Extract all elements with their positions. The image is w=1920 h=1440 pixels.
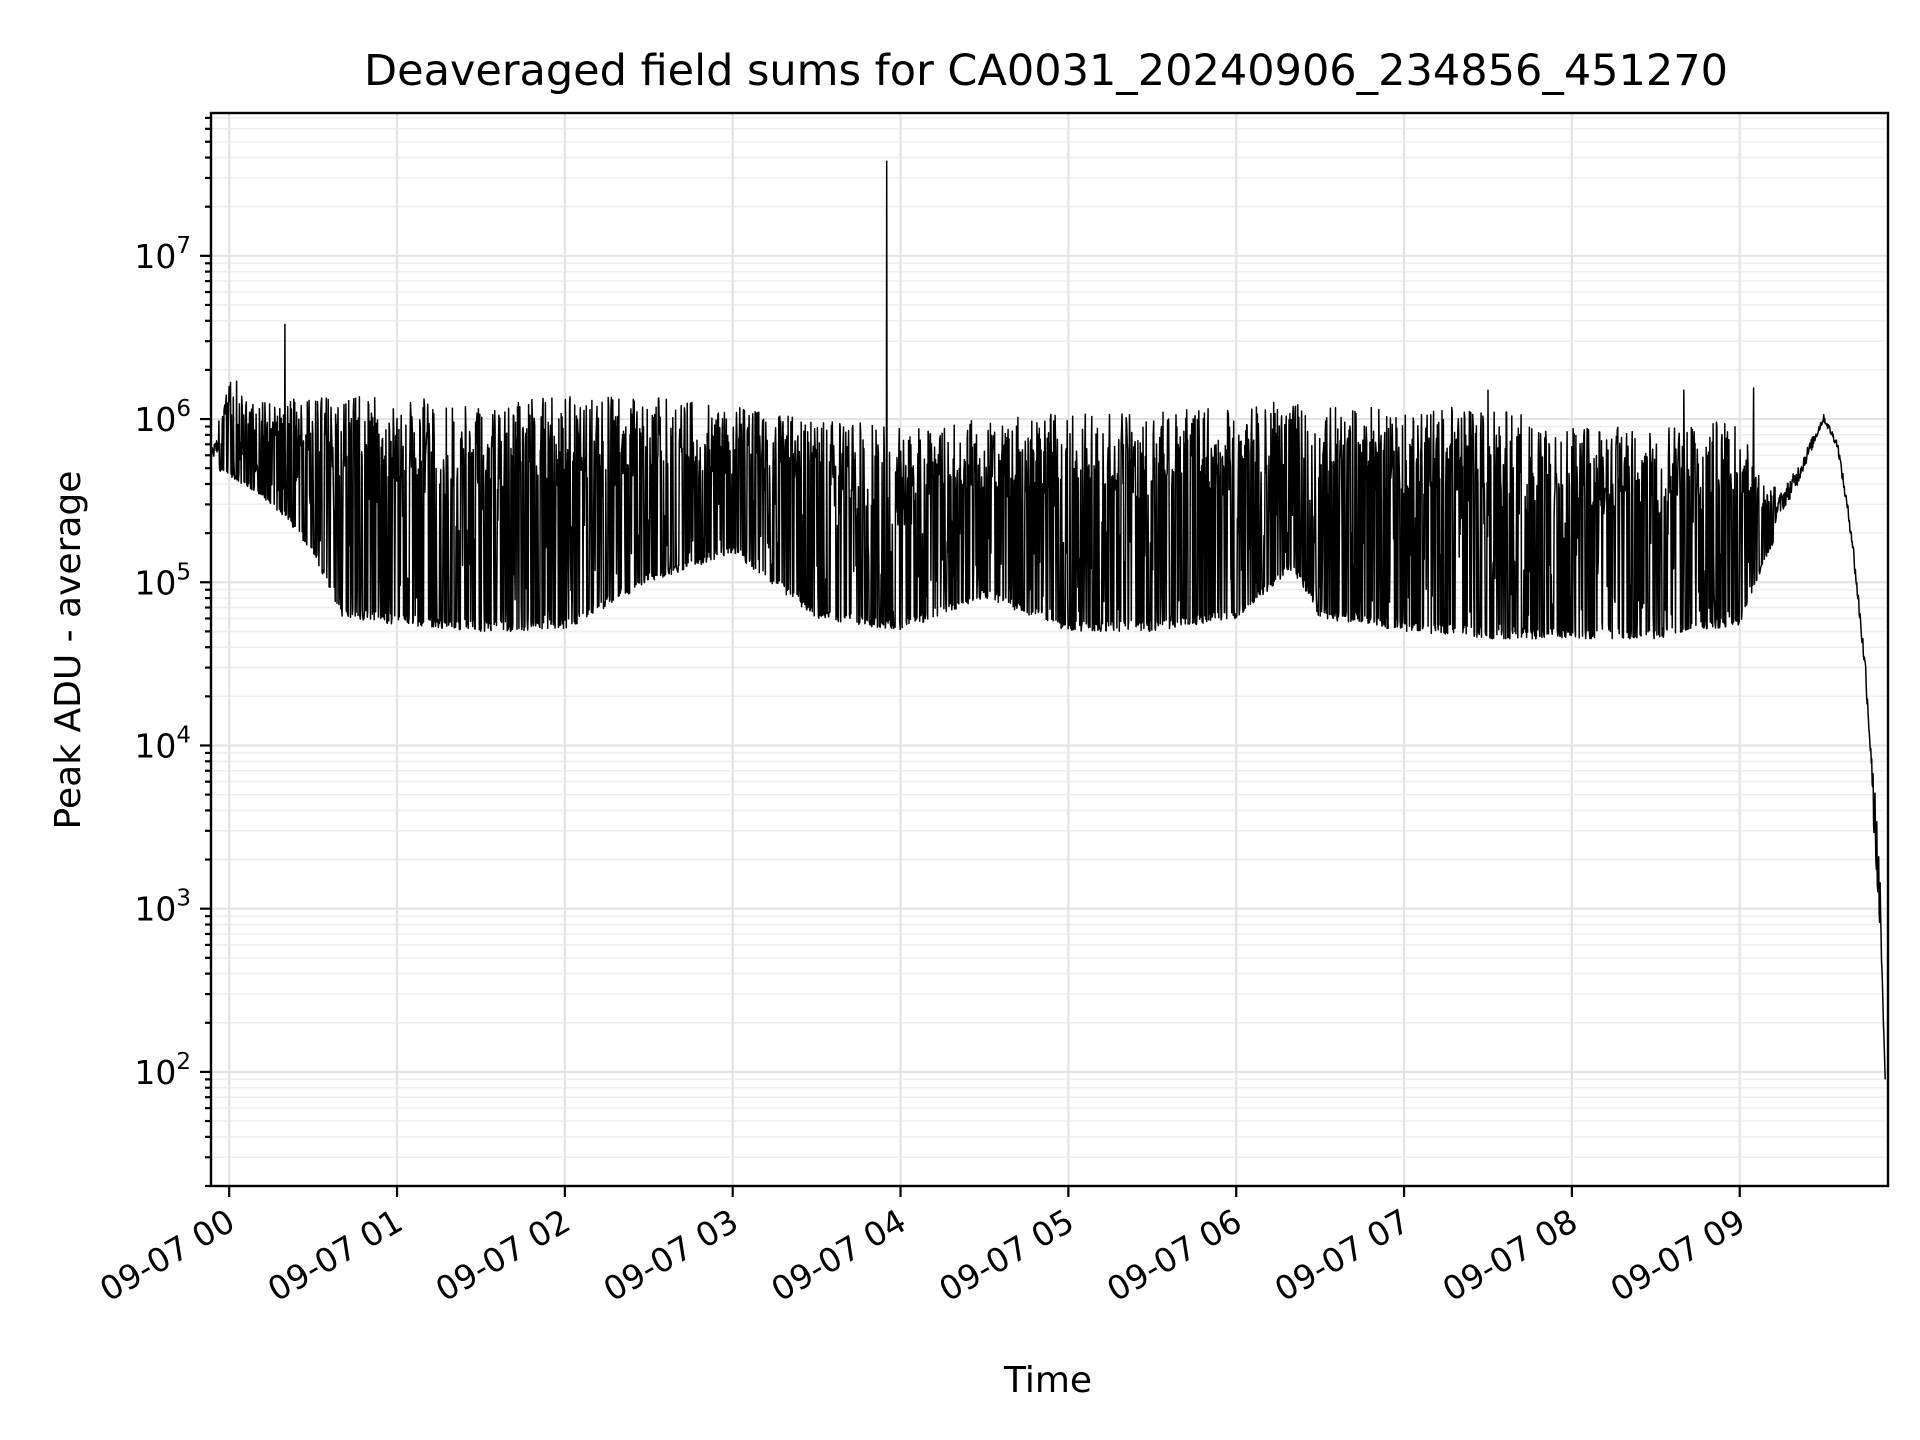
x-tick-label: 09-07 03 — [597, 1201, 745, 1309]
x-axis: 09-07 00 09-07 01 09-07 02 09-07 03 09-07 04… — [93, 1186, 1752, 1309]
x-tick-label: 09-07 05 — [932, 1201, 1080, 1309]
series-line — [210, 160, 1886, 1080]
y-tick-label: 107 — [134, 233, 191, 276]
x-tick-label: 09-07 07 — [1268, 1201, 1416, 1309]
plot-frame — [209, 111, 1890, 1188]
y-tick-label: 105 — [134, 559, 191, 602]
y-tick-label: 102 — [134, 1049, 191, 1092]
x-tick-label: 09-07 04 — [765, 1201, 913, 1309]
x-tick-label: 09-07 00 — [93, 1201, 241, 1309]
data-series — [210, 160, 1886, 1080]
x-tick-label: 09-07 02 — [429, 1201, 577, 1309]
y-tick-label: 103 — [134, 886, 191, 929]
x-tick-label: 09-07 09 — [1604, 1201, 1752, 1309]
x-tick-label: 09-07 06 — [1100, 1201, 1248, 1309]
y-tick-label: 106 — [134, 396, 191, 439]
y-axis-label: Peak ADU - average — [48, 471, 89, 830]
x-tick-label: 09-07 01 — [261, 1201, 409, 1309]
x-axis-label: Time — [1003, 1360, 1092, 1401]
y-axis: 102 103 104 105 106 107 — [134, 116, 211, 1188]
x-tick-label: 09-07 08 — [1436, 1201, 1584, 1309]
y-tick-label: 104 — [134, 722, 191, 765]
chart-title: Deaveraged field sums for CA0031_2024090… — [364, 46, 1728, 96]
grid — [211, 113, 1888, 1187]
